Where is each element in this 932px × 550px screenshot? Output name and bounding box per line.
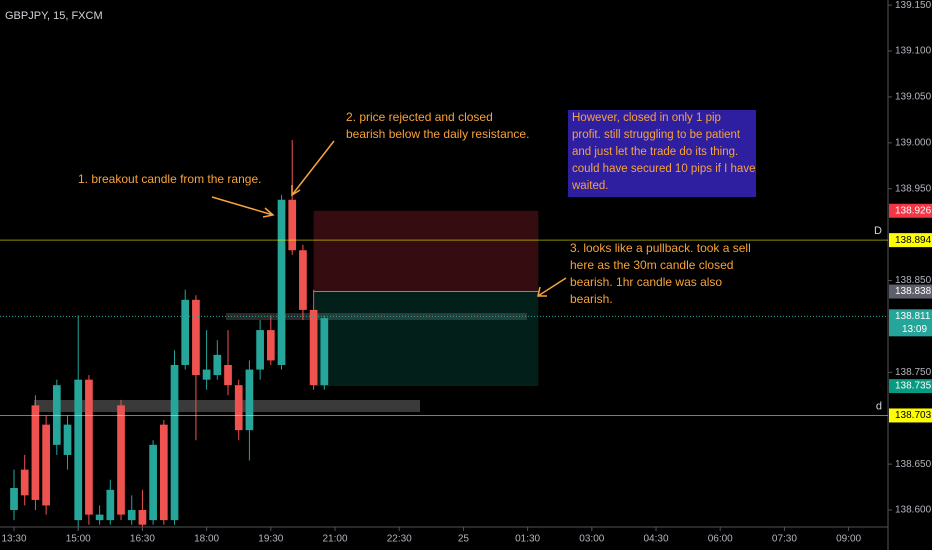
candle-body (320, 318, 329, 386)
price-label: 138.811 (895, 311, 931, 322)
annotation: 1. breakout candle from the range. (78, 172, 261, 186)
price-label-box (889, 379, 932, 394)
level-tag: d (876, 400, 882, 412)
candle-body (63, 424, 72, 455)
y-tick-label: 138.750 (895, 367, 932, 378)
arrow (211, 196, 275, 218)
stop-zone (313, 210, 539, 292)
price-label: 138.926 (895, 205, 932, 216)
candle-body (266, 330, 275, 361)
x-tick-label: 09:00 (836, 534, 861, 545)
y-tick-label: 138.850 (895, 275, 932, 286)
candle-body (20, 469, 29, 496)
chart-title: GBPJPY, 15, FXCM (5, 10, 103, 22)
candle-body (202, 369, 211, 380)
y-tick-label: 139.100 (895, 46, 932, 57)
x-tick-label: 15:00 (66, 534, 91, 545)
candle-body (234, 385, 243, 431)
candle-body (170, 364, 179, 521)
price-label-box (889, 309, 932, 337)
candle-body (224, 364, 232, 386)
y-tick-label: 139.050 (895, 92, 932, 103)
x-tick-label: 19:30 (258, 534, 283, 545)
countdown: 13:09 (902, 324, 927, 335)
y-tick-label: 138.600 (895, 505, 932, 516)
arrows (211, 140, 567, 297)
candle-body (127, 510, 136, 521)
x-tick-label: 16:30 (130, 534, 155, 545)
x-tick-label: 03:00 (579, 534, 604, 545)
candle-body (277, 199, 286, 365)
candle-body (106, 489, 115, 521)
candle-body (31, 405, 40, 500)
x-tick-label: 22:30 (387, 534, 412, 545)
x-tick-label: 01:30 (515, 534, 540, 545)
price-label-box (889, 408, 932, 423)
candle-body (10, 487, 18, 511)
plot (10, 140, 539, 531)
price-label: 138.703 (895, 410, 932, 421)
range-zone (34, 400, 420, 412)
price-label-box (889, 284, 932, 299)
price-label: 138.735 (895, 381, 932, 392)
price-label: 138.838 (895, 286, 932, 297)
range-zone-2 (226, 313, 527, 320)
y-tick-label: 138.950 (895, 183, 932, 194)
candle-body (299, 250, 307, 310)
x-tick-label: 04:30 (644, 534, 669, 545)
candle-body (192, 299, 200, 376)
candle-body (74, 379, 83, 521)
annotation: 2. price rejected and closed bearish bel… (346, 110, 529, 141)
x-tick-label: 18:00 (194, 534, 219, 545)
y-tick-label: 138.650 (895, 459, 932, 470)
candle-body (138, 510, 147, 525)
arrow (291, 140, 335, 197)
candle-body (117, 405, 125, 515)
candle-body (288, 199, 297, 251)
x-tick-label: 07:30 (772, 534, 797, 545)
level-tag: D (874, 225, 882, 237)
candle-body (42, 424, 50, 506)
candle-body (159, 424, 168, 521)
candle-body (85, 379, 93, 515)
candle-body (149, 444, 157, 521)
x-tick-label: 06:00 (708, 534, 733, 545)
candle-body (95, 514, 104, 521)
annotation: 3. looks like a pullback. took a sell he… (570, 241, 754, 306)
arrow (537, 277, 567, 297)
note-box (568, 110, 756, 197)
price-label-box (889, 203, 932, 218)
target-zone (313, 291, 539, 387)
y-tick-label: 139.000 (895, 137, 932, 148)
price-label: 138.894 (895, 235, 932, 246)
x-tick-label: 21:00 (323, 534, 348, 545)
candle-body (309, 309, 318, 386)
candle-body (213, 354, 222, 376)
x-tick-label: 13:30 (2, 534, 27, 545)
candle-body (256, 330, 264, 370)
x-tick-label: 25 (458, 534, 470, 545)
price-label-box (889, 233, 932, 248)
annotation: However, closed in only 1 pip profit. st… (571, 112, 759, 192)
y-tick-label: 139.150 (895, 0, 932, 11)
candle-body (181, 299, 190, 365)
candle-body (245, 369, 254, 431)
